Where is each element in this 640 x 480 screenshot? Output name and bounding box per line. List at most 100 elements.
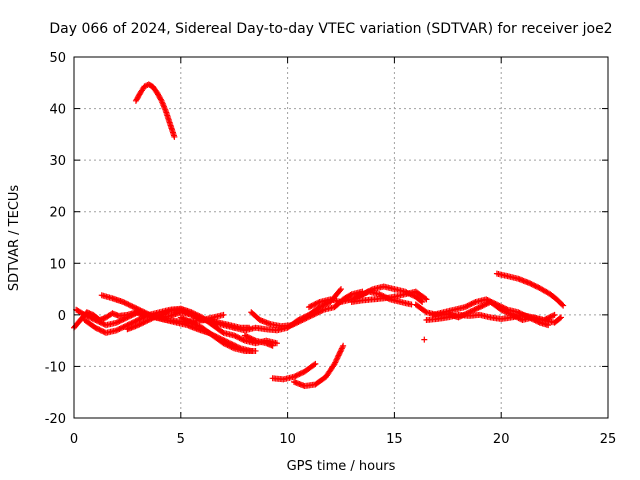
data-point [312, 360, 319, 367]
data-point [418, 298, 425, 305]
data-point [251, 336, 258, 343]
data-point [295, 317, 302, 324]
series-arc-s [493, 270, 567, 309]
data-point [496, 302, 503, 309]
data-point [312, 300, 319, 307]
data-point [338, 346, 345, 353]
x-tick-label: 15 [386, 432, 403, 447]
data-point [137, 315, 144, 322]
data-point [99, 320, 106, 327]
data-point [558, 314, 565, 321]
x-tick-label: 5 [177, 432, 185, 447]
data-point [464, 302, 471, 309]
data-point [128, 312, 135, 319]
data-point [359, 291, 366, 298]
data-point [100, 328, 107, 335]
data-point [135, 322, 142, 329]
data-point [189, 312, 196, 319]
data-point [309, 302, 316, 309]
data-point [237, 335, 244, 342]
data-point [479, 302, 486, 309]
data-point [499, 304, 506, 311]
data-point [130, 304, 137, 311]
data-point [129, 311, 136, 318]
y-tick-label: 50 [49, 51, 66, 66]
data-point [141, 309, 148, 316]
data-point [93, 325, 100, 332]
data-point [83, 312, 90, 319]
data-point [556, 315, 563, 322]
data-point [516, 309, 523, 316]
data-point [132, 304, 139, 311]
data-point [421, 336, 428, 343]
data-point [117, 317, 124, 324]
data-point [93, 317, 100, 324]
series-arc-m [305, 283, 426, 311]
data-point [467, 301, 474, 308]
data-point [313, 300, 320, 307]
data-point [500, 304, 507, 311]
series-arc-o [355, 288, 415, 308]
data-point [115, 318, 122, 325]
y-tick-label: 10 [49, 257, 66, 272]
data-point [493, 301, 500, 308]
data-point [533, 283, 540, 290]
data-point [252, 347, 259, 354]
data-point [340, 342, 347, 349]
data-point [336, 351, 343, 358]
data-point [92, 317, 99, 324]
data-point [196, 323, 203, 330]
data-point [488, 298, 495, 305]
data-point [249, 336, 256, 343]
data-point [297, 315, 304, 322]
data-point [97, 327, 104, 334]
data-point [85, 313, 92, 320]
data-point [465, 302, 472, 309]
data-point [307, 303, 314, 310]
data-point [535, 318, 542, 325]
data-point [305, 304, 312, 311]
data-point [384, 295, 391, 302]
data-point [527, 280, 534, 287]
data-point [485, 297, 492, 304]
data-point [177, 306, 184, 313]
data-point [483, 296, 490, 303]
data-point [296, 371, 303, 378]
data-point [532, 283, 539, 290]
data-point [338, 286, 344, 293]
series-arc-h [248, 288, 366, 330]
data-point [546, 314, 553, 321]
data-point [139, 315, 146, 322]
data-point [151, 314, 158, 321]
data-point [152, 313, 159, 320]
data-point [339, 344, 346, 351]
data-point [471, 299, 478, 306]
data-point [140, 314, 147, 321]
data-point [223, 341, 230, 348]
data-point [229, 344, 236, 351]
data-point [191, 320, 198, 327]
data-point [189, 320, 196, 327]
data-point [149, 315, 156, 322]
data-point [335, 352, 342, 359]
data-point [240, 336, 247, 343]
data-point [474, 305, 481, 312]
data-point [92, 324, 99, 331]
data-point [527, 315, 534, 322]
data-point [155, 312, 162, 319]
data-point [183, 309, 190, 316]
data-point [293, 372, 300, 379]
data-point [134, 306, 141, 313]
data-point [495, 302, 502, 309]
data-point [338, 345, 345, 352]
data-point [334, 355, 341, 362]
data-point [136, 316, 143, 323]
data-point [311, 301, 318, 308]
data-point [489, 299, 496, 306]
series-arc-j [241, 332, 276, 349]
series-arc-t [421, 336, 428, 343]
series-arc-g [132, 81, 178, 140]
data-point [422, 295, 429, 302]
data-point [532, 317, 539, 324]
data-point [187, 311, 194, 318]
